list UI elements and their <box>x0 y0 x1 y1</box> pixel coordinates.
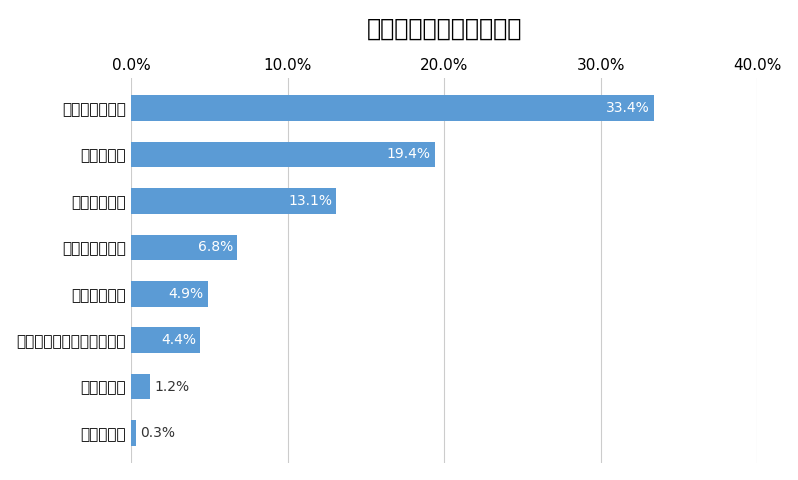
Text: 6.8%: 6.8% <box>199 240 234 254</box>
Text: 1.2%: 1.2% <box>155 380 190 394</box>
Text: 19.4%: 19.4% <box>387 147 431 161</box>
Text: 4.9%: 4.9% <box>168 287 203 301</box>
Text: 33.4%: 33.4% <box>606 101 650 115</box>
Title: 内装・間取りの優先事項: 内装・間取りの優先事項 <box>366 17 522 41</box>
Bar <box>131 281 207 307</box>
Text: 0.3%: 0.3% <box>140 426 176 440</box>
Bar <box>131 374 150 399</box>
Bar <box>131 188 336 214</box>
Text: 13.1%: 13.1% <box>288 194 332 208</box>
Bar <box>131 235 238 260</box>
Bar <box>131 95 654 121</box>
Bar <box>131 142 435 167</box>
Bar <box>131 420 136 446</box>
Bar <box>131 327 200 353</box>
Text: 4.4%: 4.4% <box>161 333 196 347</box>
